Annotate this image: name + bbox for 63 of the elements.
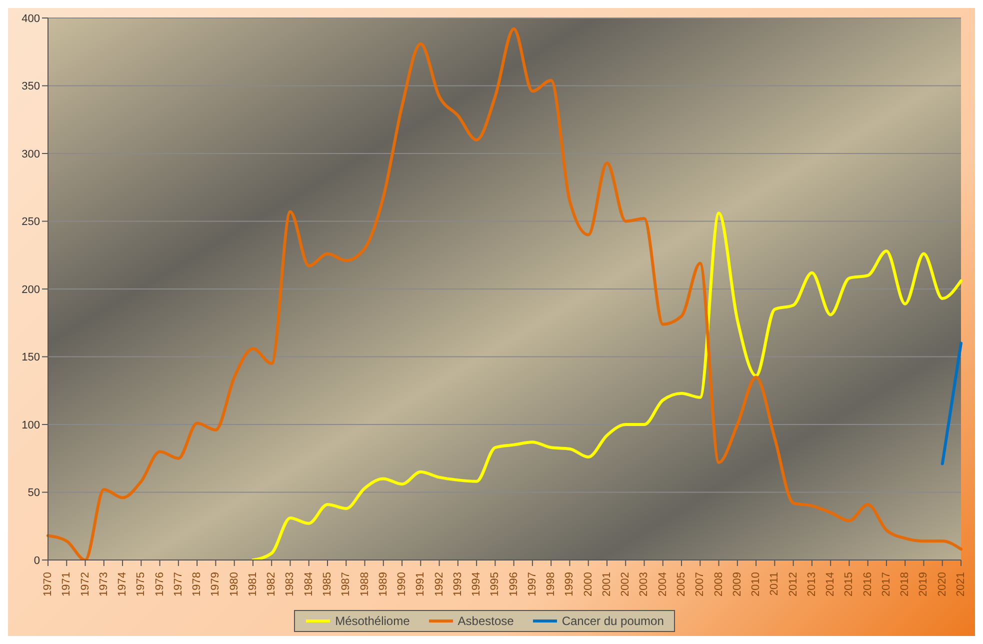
x-tick-label: 1991 bbox=[414, 572, 427, 596]
x-tick-label: 1996 bbox=[508, 572, 520, 596]
x-tick-label: 2009 bbox=[731, 572, 744, 596]
y-tick-label: 300 bbox=[22, 148, 40, 160]
x-tick-label: 2005 bbox=[676, 572, 688, 596]
x-tick-label: 1970 bbox=[42, 572, 54, 596]
x-tick-label: 1973 bbox=[98, 572, 110, 596]
y-tick-label: 50 bbox=[28, 487, 40, 500]
legend-label: Mésothéliome bbox=[335, 614, 410, 628]
x-tick-label: 2001 bbox=[600, 572, 613, 596]
x-tick-label: 2021 bbox=[955, 572, 967, 596]
x-tick-label: 2018 bbox=[899, 572, 912, 596]
x-tick-label: 1992 bbox=[433, 572, 446, 596]
y-tick-label: 350 bbox=[22, 80, 40, 93]
x-tick-label: 1972 bbox=[79, 572, 92, 596]
x-tick-label: 2020 bbox=[936, 572, 948, 596]
x-tick-label: 2015 bbox=[843, 572, 856, 596]
x-tick-label: 1979 bbox=[210, 572, 222, 596]
y-tick-label: 200 bbox=[22, 284, 40, 296]
x-tick-label: 1997 bbox=[526, 572, 538, 596]
x-tick-label: 2019 bbox=[918, 572, 930, 596]
x-tick-label: 1998 bbox=[545, 572, 558, 596]
x-tick-label: 1995 bbox=[489, 572, 502, 596]
x-tick-label: 1987 bbox=[340, 572, 352, 596]
x-tick-label: 1981 bbox=[246, 572, 259, 596]
x-tick-label: 1976 bbox=[154, 572, 166, 596]
y-tick-label: 0 bbox=[34, 554, 40, 567]
x-tick-label: 1985 bbox=[321, 572, 334, 596]
x-tick-label: 2012 bbox=[787, 572, 800, 596]
x-tick-label: 1999 bbox=[564, 572, 576, 596]
x-tick-label: 1993 bbox=[452, 572, 464, 596]
y-tick-label: 100 bbox=[22, 419, 40, 432]
x-tick-label: 2002 bbox=[620, 572, 632, 596]
line-series bbox=[251, 212, 962, 560]
x-tick-label: 1977 bbox=[172, 572, 184, 596]
x-tick-label: 1971 bbox=[60, 572, 73, 596]
x-tick-label: 2010 bbox=[750, 572, 762, 596]
legend-label: Cancer du poumon bbox=[562, 614, 664, 628]
x-tick-label: 1974 bbox=[116, 572, 129, 596]
y-tick-label: 150 bbox=[22, 352, 40, 364]
x-tick-label: 2008 bbox=[712, 572, 725, 596]
x-tick-label: 2016 bbox=[862, 572, 874, 596]
x-tick-label: 2013 bbox=[806, 572, 818, 596]
x-tick-label: 2011 bbox=[768, 572, 781, 596]
x-tick-label: 1980 bbox=[228, 572, 240, 596]
x-tick-label: 2000 bbox=[582, 572, 594, 596]
x-tick-label: 1975 bbox=[135, 572, 148, 596]
x-tick-label: 2003 bbox=[638, 572, 650, 596]
x-tick-label: 1994 bbox=[470, 572, 483, 596]
x-tick-label: 1988 bbox=[358, 572, 371, 596]
x-tick-label: 1982 bbox=[266, 572, 278, 596]
x-tick-label: 1990 bbox=[396, 572, 408, 596]
x-tick-label: 1978 bbox=[191, 572, 204, 596]
x-tick-label: 1983 bbox=[284, 572, 296, 596]
x-tick-label: 1984 bbox=[302, 572, 315, 596]
x-tick-label: 2017 bbox=[880, 572, 892, 596]
y-tick-label: 400 bbox=[22, 12, 40, 25]
x-tick-label: 2004 bbox=[656, 572, 669, 596]
x-tick-label: 1989 bbox=[377, 572, 390, 596]
x-tick-label: 2007 bbox=[694, 572, 706, 596]
legend-label: Asbestose bbox=[458, 614, 514, 628]
x-tick-label: 2014 bbox=[824, 572, 837, 596]
y-tick-label: 250 bbox=[22, 216, 40, 228]
